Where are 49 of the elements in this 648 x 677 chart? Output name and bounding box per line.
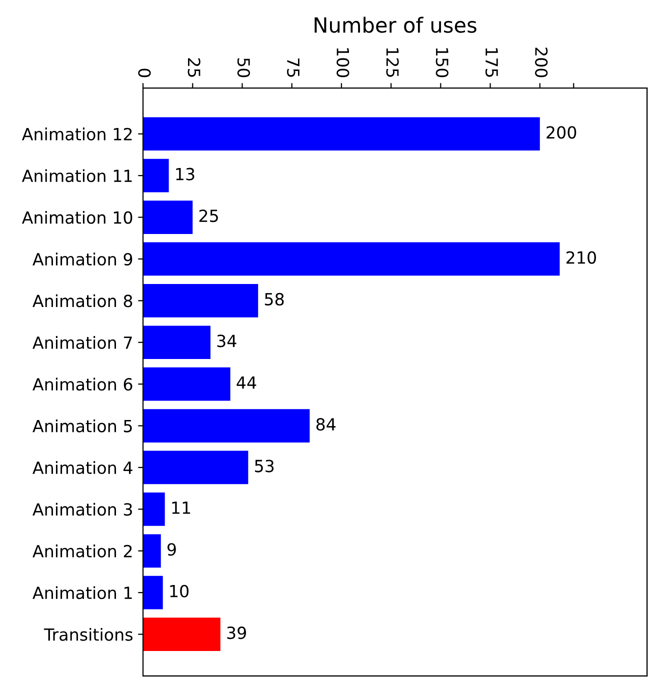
data-label: 58 xyxy=(264,292,284,306)
y-tick-label: Animation 4 xyxy=(32,461,132,474)
bar xyxy=(143,618,220,651)
bar xyxy=(143,534,161,568)
x-tick-label: 50 xyxy=(237,58,250,78)
x-tick-label: 175 xyxy=(485,48,498,77)
data-label: 39 xyxy=(227,626,246,640)
data-label: 9 xyxy=(167,543,176,556)
bar xyxy=(143,117,540,151)
y-tick-label: Animation 2 xyxy=(32,544,132,558)
data-label: 200 xyxy=(546,126,576,139)
data-label: 10 xyxy=(170,584,189,598)
y-tick-label: Animation 7 xyxy=(32,336,132,349)
y-tick-label: Animation 6 xyxy=(32,378,132,391)
bar xyxy=(143,450,248,484)
data-label: 210 xyxy=(566,251,596,264)
bar xyxy=(143,200,193,234)
y-tick-label: Animation 12 xyxy=(22,128,132,140)
y-tick-label: Animation 3 xyxy=(32,502,132,516)
x-tick-label: 0 xyxy=(138,68,151,78)
y-tick-label: Transitions xyxy=(44,628,132,641)
bar xyxy=(143,242,560,276)
bar xyxy=(143,409,310,442)
y-tick-label: Animation 5 xyxy=(32,419,132,432)
y-tick-label: Animation 9 xyxy=(32,252,132,266)
data-label: 25 xyxy=(199,210,218,222)
data-label: 13 xyxy=(176,168,194,180)
data-label: 11 xyxy=(172,502,190,514)
bar xyxy=(143,326,210,360)
y-tick-label: Animation 1 xyxy=(32,586,132,600)
y-tick-label: Animation 10 xyxy=(22,210,132,224)
y-tick-label: Animation 11 xyxy=(22,169,132,182)
data-label: 53 xyxy=(255,460,274,472)
bar xyxy=(143,284,258,318)
data-label: 44 xyxy=(236,376,256,389)
data-label: 34 xyxy=(217,334,236,348)
x-tick-label: 75 xyxy=(287,58,300,77)
bar xyxy=(143,158,169,192)
x-axis-title: Number of uses xyxy=(314,16,476,33)
bar xyxy=(143,492,165,526)
bar xyxy=(143,367,230,401)
x-tick-label: 150 xyxy=(436,48,448,78)
y-tick-label: Animation 8 xyxy=(32,294,132,308)
x-tick-label: 25 xyxy=(188,58,200,77)
x-tick-label: 200 xyxy=(535,48,548,78)
x-tick-label: 125 xyxy=(386,48,399,77)
bar xyxy=(143,576,163,610)
data-label: 84 xyxy=(316,418,336,431)
x-tick-label: 100 xyxy=(336,48,350,78)
